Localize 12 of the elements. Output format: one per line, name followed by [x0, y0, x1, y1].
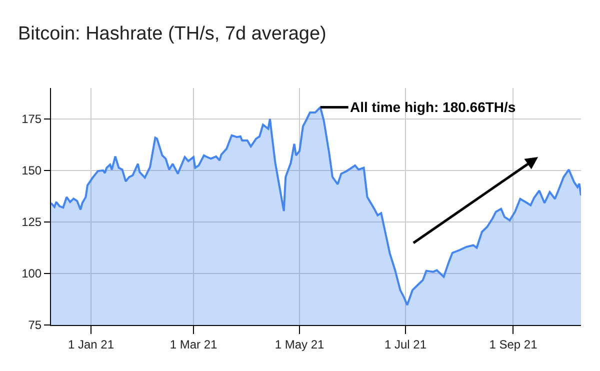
- y-tick-label: 75: [28, 318, 42, 332]
- x-tick-label: 1 Jan 21: [68, 337, 114, 352]
- x-tick-label: 1 May 21: [274, 337, 324, 352]
- y-tick-label: 175: [22, 112, 42, 126]
- annotation: All time high: 180.66TH/s: [350, 99, 516, 115]
- chart-title: Bitcoin: Hashrate (TH/s, 7d average): [18, 23, 326, 44]
- x-tick-label: 1 Jul 21: [384, 337, 427, 352]
- x-tick-label: 1 Sep 21: [489, 337, 538, 352]
- y-tick-label: 150: [22, 164, 42, 178]
- y-tick-label: 125: [22, 215, 42, 230]
- y-tick-label: 100: [22, 266, 42, 281]
- x-tick-label: 1 Mar 21: [170, 337, 218, 352]
